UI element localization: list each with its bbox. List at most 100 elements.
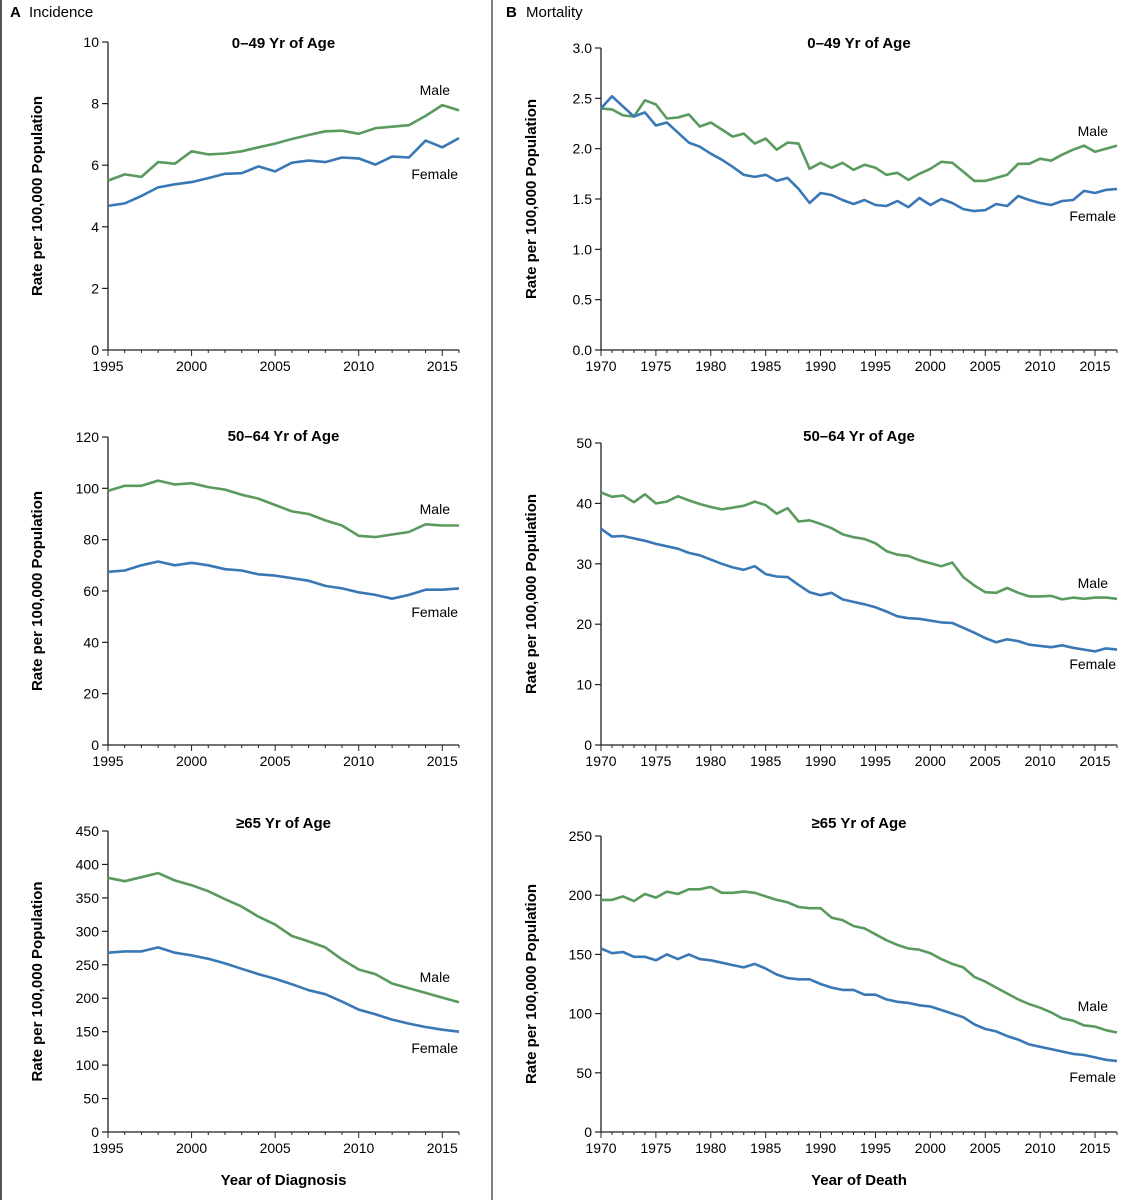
y-tick-label: 50 (576, 1065, 592, 1081)
x-tick-label: 2000 (915, 753, 946, 769)
x-tick-label: 2015 (1079, 358, 1110, 374)
y-tick-label: 300 (76, 923, 100, 939)
chart-title: 0–49 Yr of Age (807, 35, 910, 52)
panel-a-letter: A (10, 4, 21, 21)
y-tick-label: 20 (83, 686, 99, 702)
panel-a-name: Incidence (29, 4, 93, 21)
y-tick-label: 450 (76, 823, 100, 839)
y-tick-label: 0 (91, 737, 99, 753)
y-tick-label: 40 (83, 634, 99, 650)
chart-6: ≥65 Yr of Age 0 50 100 150 200 250 1970 1975 1980… (523, 815, 1118, 1189)
chart-5: 50–64 Yr of Age 0 10 20 30 40 50 1970 1975 1980 19… (523, 428, 1118, 769)
x-axis-label: Year of Death (811, 1172, 907, 1189)
x-tick-label: 2005 (260, 753, 291, 769)
x-tick-label: 2010 (1025, 1140, 1056, 1156)
series-label-female: Female (411, 1040, 458, 1056)
y-tick-label: 40 (576, 495, 592, 511)
series-label-male: Male (1078, 998, 1109, 1014)
series-label-female: Female (1069, 1069, 1116, 1085)
y-tick-label: 20 (576, 616, 592, 632)
chart-1: 0–49 Yr of Age 0 2 4 6 8 10 1995 2000 2005 2010 201… (29, 34, 460, 374)
y-tick-label: 100 (76, 1057, 100, 1073)
chart-4: 0–49 Yr of Age 0.0 0.5 1.0 1.5 2.0 2.5 3.0 1970 1… (523, 35, 1118, 374)
chart-title: ≥65 Yr of Age (236, 815, 331, 832)
y-tick-label: 150 (76, 1024, 100, 1040)
y-tick-label: 100 (76, 480, 100, 496)
y-tick-label: 4 (91, 219, 99, 235)
x-tick-label: 2015 (427, 358, 458, 374)
x-tick-label: 2000 (176, 1140, 207, 1156)
x-tick-label: 2005 (260, 1140, 291, 1156)
x-tick-label: 1995 (92, 358, 123, 374)
y-tick-label: 2.5 (573, 90, 593, 106)
series-line-female (600, 95, 1118, 213)
x-tick-label: 2000 (915, 358, 946, 374)
series-label-female: Female (411, 604, 458, 620)
series-label-female: Female (1069, 208, 1116, 224)
x-tick-label: 1990 (805, 753, 836, 769)
x-tick-label: 1975 (640, 1140, 671, 1156)
x-tick-label: 2005 (970, 753, 1001, 769)
series-label-male: Male (1078, 575, 1109, 591)
series-label-male: Male (420, 501, 451, 517)
x-tick-label: 1985 (750, 358, 781, 374)
y-tick-label: 1.0 (573, 241, 593, 257)
y-axis-label: Rate per 100,000 Population (523, 494, 540, 694)
series-line-female (107, 946, 460, 1033)
x-tick-label: 2010 (343, 753, 374, 769)
x-tick-label: 2000 (176, 358, 207, 374)
y-tick-label: 0 (91, 1124, 99, 1140)
y-tick-label: 250 (569, 828, 593, 844)
series-label-female: Female (1069, 656, 1116, 672)
y-tick-label: 50 (83, 1091, 99, 1107)
y-tick-label: 2 (91, 280, 99, 296)
x-tick-label: 1995 (92, 753, 123, 769)
panel-b-letter: B (506, 4, 517, 21)
chart-title: 0–49 Yr of Age (232, 35, 335, 52)
y-axis-label: Rate per 100,000 Population (29, 491, 46, 691)
y-tick-label: 80 (83, 532, 99, 548)
x-tick-label: 1990 (805, 358, 836, 374)
x-tick-label: 2000 (915, 1140, 946, 1156)
y-tick-label: 2.0 (573, 141, 593, 157)
x-tick-label: 1995 (92, 1140, 123, 1156)
x-tick-label: 2005 (970, 358, 1001, 374)
x-tick-label: 1995 (860, 1140, 891, 1156)
series-line-male (107, 871, 460, 1004)
x-tick-label: 2010 (1025, 358, 1056, 374)
x-axis-label: Year of Diagnosis (221, 1172, 347, 1189)
x-tick-label: 2000 (176, 753, 207, 769)
panel-headers: A Incidence B Mortality (10, 4, 583, 21)
x-tick-label: 2015 (427, 1140, 458, 1156)
x-tick-label: 2015 (1079, 1140, 1110, 1156)
x-tick-label: 2005 (970, 1140, 1001, 1156)
y-tick-label: 8 (91, 96, 99, 112)
x-tick-label: 1995 (860, 753, 891, 769)
chart-title: 50–64 Yr of Age (803, 428, 915, 445)
series-line-male (600, 491, 1118, 601)
y-axis-label: Rate per 100,000 Population (523, 884, 540, 1084)
series-line-female (600, 947, 1118, 1063)
series-label-male: Male (420, 82, 451, 98)
x-tick-label: 1975 (640, 358, 671, 374)
y-tick-label: 10 (83, 34, 99, 50)
y-tick-label: 0 (91, 342, 99, 358)
series-line-male (601, 885, 1118, 1034)
panel-b-name: Mortality (526, 4, 583, 21)
x-tick-label: 2010 (1025, 753, 1056, 769)
series-label-male: Male (420, 969, 451, 985)
y-tick-label: 1.5 (573, 191, 593, 207)
x-tick-label: 1980 (695, 358, 726, 374)
y-tick-label: 120 (76, 429, 100, 445)
x-tick-label: 1990 (805, 1140, 836, 1156)
series-line-male (600, 99, 1118, 183)
y-tick-label: 200 (569, 887, 593, 903)
y-tick-label: 60 (83, 583, 99, 599)
x-tick-label: 2005 (260, 358, 291, 374)
x-tick-label: 1980 (695, 753, 726, 769)
series-line-male (107, 103, 460, 182)
x-tick-label: 2010 (343, 1140, 374, 1156)
y-tick-label: 0 (584, 737, 592, 753)
y-axis-label: Rate per 100,000 Population (29, 96, 46, 296)
